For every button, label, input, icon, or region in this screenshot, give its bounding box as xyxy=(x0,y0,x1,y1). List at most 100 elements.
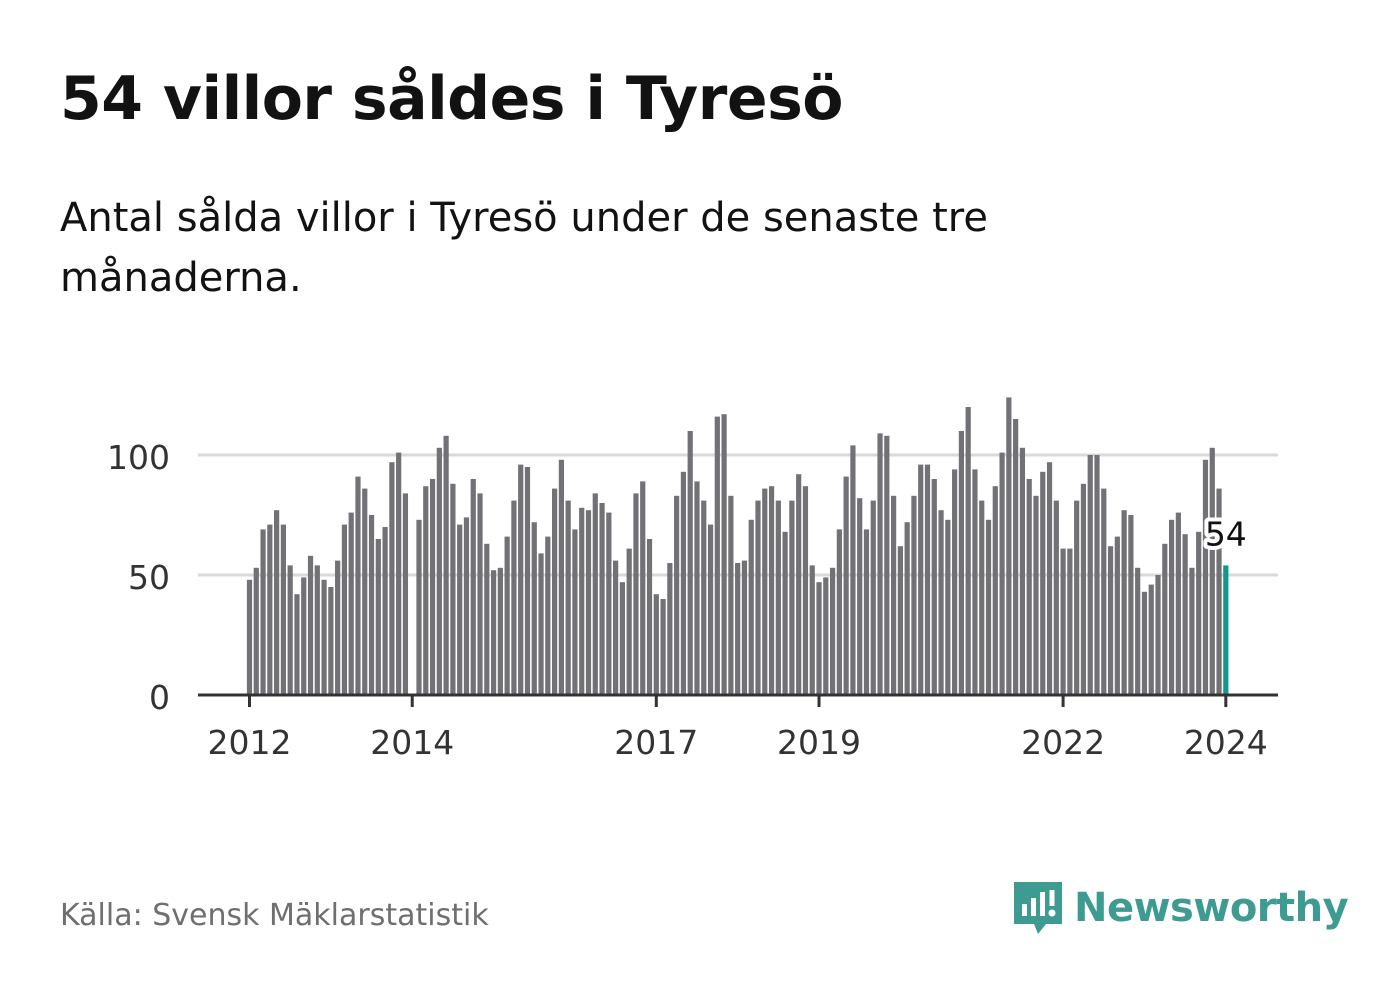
bar xyxy=(816,582,822,695)
highlight-bar xyxy=(1223,565,1229,695)
bar xyxy=(572,529,578,695)
bar xyxy=(402,493,409,695)
bar-chart: 0 50 100 2012 2014 2017 2019 2022 2024 54 xyxy=(107,397,1278,762)
bar xyxy=(1040,471,1046,695)
bar xyxy=(1101,488,1107,695)
bar xyxy=(680,471,687,695)
bar xyxy=(606,512,612,695)
bar xyxy=(328,587,334,695)
bar xyxy=(1202,459,1209,695)
bar xyxy=(558,459,564,695)
bar xyxy=(843,476,849,695)
bar xyxy=(1209,447,1215,695)
brand-name: Newsworthy xyxy=(1074,885,1349,931)
bar xyxy=(592,493,598,695)
bar xyxy=(802,486,809,695)
bar xyxy=(823,577,829,695)
bar xyxy=(1162,543,1168,695)
bar xyxy=(362,488,368,695)
bar xyxy=(1080,483,1087,695)
bar xyxy=(735,563,741,695)
bar xyxy=(429,479,436,695)
bars xyxy=(246,397,1229,695)
bar xyxy=(877,433,883,695)
bar xyxy=(775,500,781,695)
bar xyxy=(260,529,266,695)
bar xyxy=(748,519,754,695)
bar xyxy=(436,447,442,695)
bar xyxy=(707,524,714,695)
bar xyxy=(1013,419,1019,695)
bar xyxy=(884,435,890,695)
y-tick-label: 100 xyxy=(107,438,170,477)
bar xyxy=(1107,546,1114,695)
bar xyxy=(768,486,775,695)
x-tick-label: 2019 xyxy=(777,723,861,762)
bar xyxy=(782,531,788,695)
bar xyxy=(714,416,720,695)
bar xyxy=(1148,584,1154,695)
bar xyxy=(1182,534,1188,695)
bar xyxy=(721,414,727,695)
bar xyxy=(389,462,395,695)
bar xyxy=(850,445,856,695)
bar xyxy=(979,500,985,695)
bar xyxy=(613,560,619,695)
bar xyxy=(253,567,259,695)
bar xyxy=(674,495,680,695)
x-tick-label: 2022 xyxy=(1021,723,1105,762)
bar xyxy=(579,507,585,695)
bar xyxy=(396,452,402,695)
bar xyxy=(1196,531,1202,695)
bar xyxy=(457,524,463,695)
axes xyxy=(198,693,1278,707)
bar xyxy=(667,563,673,695)
bar xyxy=(626,548,632,695)
bar xyxy=(307,555,314,695)
bar xyxy=(470,479,476,695)
bar xyxy=(1019,447,1026,695)
bar xyxy=(321,579,327,695)
bar xyxy=(280,524,286,695)
bar xyxy=(829,567,836,695)
bar xyxy=(287,565,293,695)
brand-logo[interactable]: Newsworthy xyxy=(1010,878,1349,938)
bar xyxy=(1135,567,1141,695)
bar xyxy=(1175,512,1181,695)
bar xyxy=(314,565,320,695)
bar xyxy=(552,488,558,695)
bar xyxy=(619,582,625,695)
bar xyxy=(1114,536,1120,695)
bar xyxy=(958,431,964,695)
bar xyxy=(694,481,700,695)
bar xyxy=(1087,455,1093,695)
bar xyxy=(965,407,971,695)
bar xyxy=(1046,462,1053,695)
bar xyxy=(857,498,863,695)
bar xyxy=(599,503,605,695)
bar xyxy=(1026,479,1032,695)
bar xyxy=(918,464,924,695)
bar xyxy=(891,495,897,695)
bar xyxy=(484,543,490,695)
bar xyxy=(1074,500,1080,695)
bar xyxy=(897,546,903,695)
bar xyxy=(992,486,998,695)
bar xyxy=(565,500,571,695)
bar xyxy=(796,474,802,695)
x-tick-label: 2014 xyxy=(370,723,454,762)
bar xyxy=(585,510,592,695)
bar xyxy=(545,536,551,695)
bar xyxy=(633,493,639,695)
bar xyxy=(646,539,653,695)
bar xyxy=(660,599,666,695)
bar xyxy=(1067,548,1073,695)
bar xyxy=(490,570,497,695)
bar xyxy=(972,469,978,695)
bar xyxy=(1189,567,1195,695)
bar xyxy=(1033,495,1039,695)
bar xyxy=(355,476,361,695)
bar xyxy=(911,495,917,695)
bar xyxy=(531,522,537,695)
bar xyxy=(931,479,937,695)
